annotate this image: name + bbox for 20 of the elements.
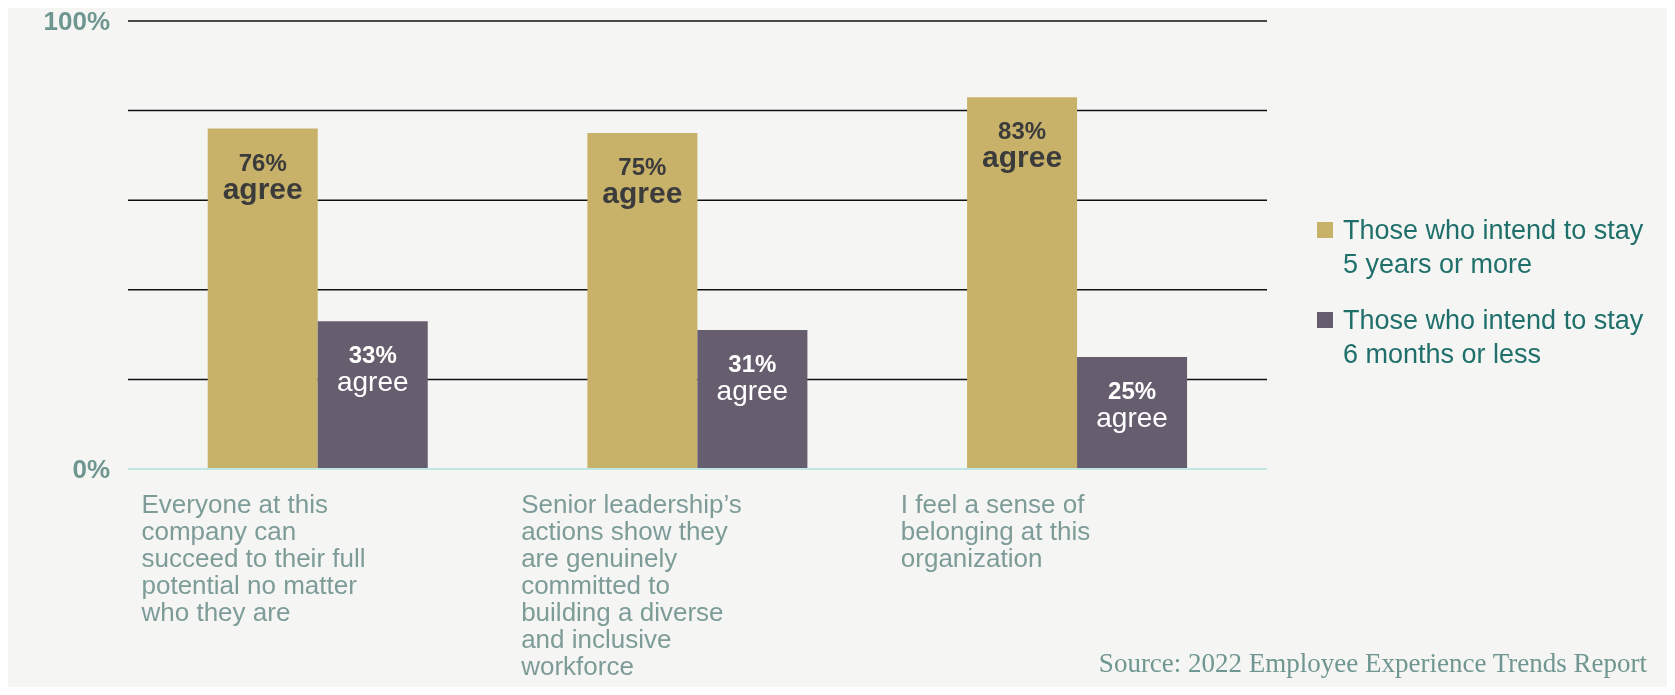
- x-tick-label: Senior leadership’s actions show they are genuinely committed to building a diverse and inclusive workforce: [520, 489, 742, 681]
- bar: [967, 97, 1078, 469]
- bar: [587, 133, 698, 469]
- legend-label: Those who intend to stay 5 years or more: [1343, 214, 1645, 281]
- bar: [1077, 357, 1188, 469]
- data-label: 75% agree: [602, 153, 683, 209]
- y-tick-label: 0%: [72, 454, 110, 484]
- bar: [697, 330, 808, 469]
- data-label: 25% agree: [1096, 377, 1168, 433]
- source-note: Source: 2022 Employee Experience Trends Report: [1098, 648, 1647, 679]
- x-tick-label: I feel a sense of belonging at this organization: [900, 489, 1091, 573]
- bar: [317, 321, 428, 469]
- data-label: 31% agree: [716, 350, 789, 407]
- bar: [207, 128, 318, 469]
- x-tick-label: Everyone at this company can succeed to their full potential no matter who they are: [140, 489, 366, 627]
- data-label: 83% agree: [982, 117, 1063, 174]
- data-label: 76% agree: [222, 148, 303, 205]
- y-tick-label: 100%: [43, 6, 110, 36]
- data-label: 33% agree: [336, 341, 409, 398]
- legend-label: Those who intend to stay 6 months or less: [1343, 304, 1645, 371]
